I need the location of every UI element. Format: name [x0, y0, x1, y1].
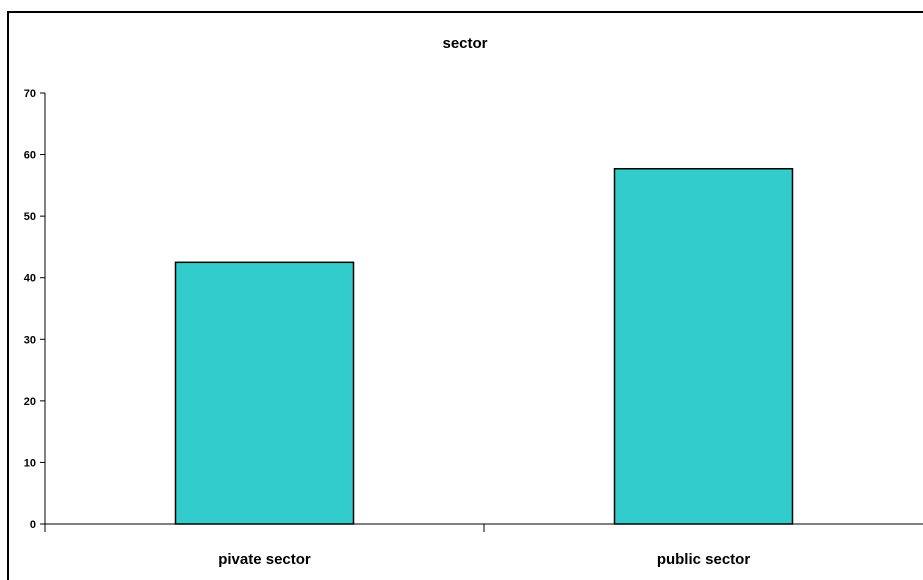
chart-title: sector: [442, 35, 487, 52]
y-tick-label: 20: [24, 396, 36, 408]
y-tick-label: 10: [24, 457, 36, 469]
x-category-label: public sector: [657, 551, 751, 568]
chart-frame: [7, 11, 923, 580]
bar-1: [613, 167, 794, 525]
x-label-group: pivate sector public sector: [218, 551, 750, 568]
bar-0: [174, 261, 355, 525]
y-tick-label: 40: [24, 273, 36, 285]
x-category-label: pivate sector: [218, 551, 311, 568]
y-tick-label: 0: [30, 519, 36, 531]
y-tick-label: 70: [24, 88, 36, 100]
y-tick-label: 50: [24, 211, 36, 223]
y-tick-label: 60: [24, 150, 36, 162]
y-tick-label: 30: [24, 334, 36, 346]
bar-group: [174, 167, 794, 525]
y-tick-group: 0 10 20 30 40 50 60 70: [24, 88, 45, 531]
